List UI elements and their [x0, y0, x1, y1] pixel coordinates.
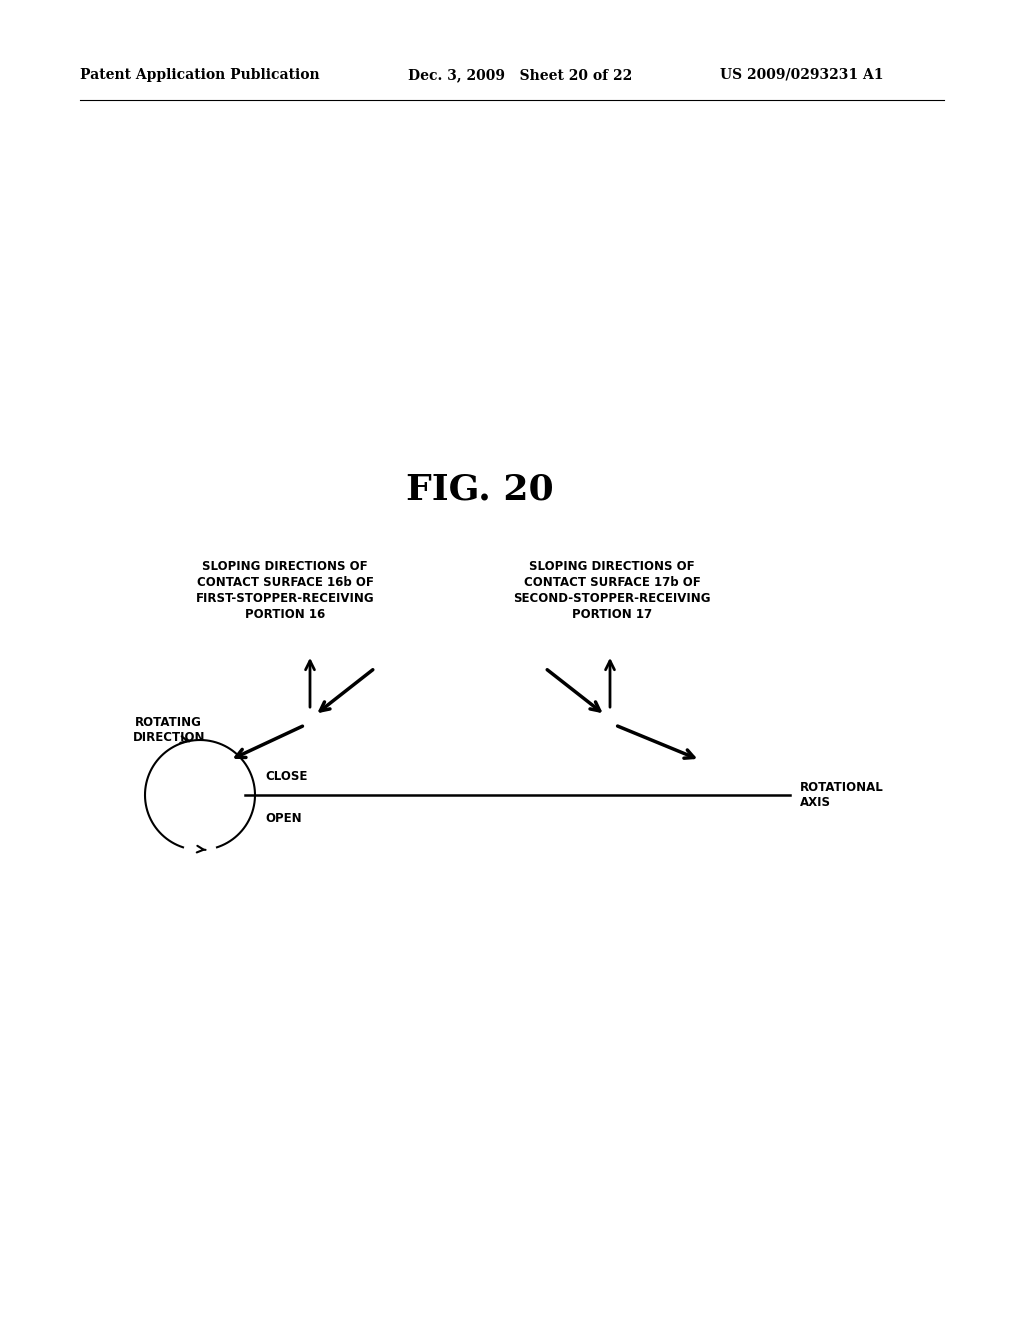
Text: Patent Application Publication: Patent Application Publication	[80, 69, 319, 82]
Text: Dec. 3, 2009   Sheet 20 of 22: Dec. 3, 2009 Sheet 20 of 22	[408, 69, 632, 82]
Text: US 2009/0293231 A1: US 2009/0293231 A1	[720, 69, 884, 82]
Text: FIG. 20: FIG. 20	[407, 473, 554, 507]
Text: ROTATING
DIRECTION: ROTATING DIRECTION	[132, 715, 205, 744]
Text: OPEN: OPEN	[265, 812, 302, 825]
Text: ROTATIONAL
AXIS: ROTATIONAL AXIS	[800, 781, 884, 809]
Text: SLOPING DIRECTIONS OF
CONTACT SURFACE 17b OF
SECOND-STOPPER-RECEIVING
PORTION 17: SLOPING DIRECTIONS OF CONTACT SURFACE 17…	[513, 560, 711, 620]
Text: CLOSE: CLOSE	[265, 770, 307, 783]
Text: SLOPING DIRECTIONS OF
CONTACT SURFACE 16b OF
FIRST-STOPPER-RECEIVING
PORTION 16: SLOPING DIRECTIONS OF CONTACT SURFACE 16…	[196, 560, 375, 620]
